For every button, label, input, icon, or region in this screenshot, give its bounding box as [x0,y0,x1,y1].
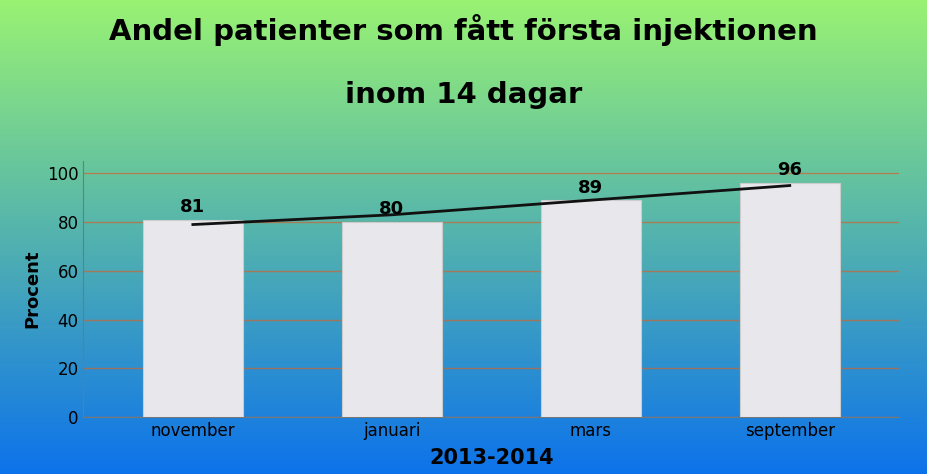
Bar [143,219,243,417]
Text: 81: 81 [180,198,206,216]
Y-axis label: Procent: Procent [23,250,42,328]
Text: 89: 89 [578,179,603,197]
Bar [740,183,840,417]
X-axis label: 2013-2014: 2013-2014 [429,448,553,468]
Bar [342,222,441,417]
Text: inom 14 dagar: inom 14 dagar [345,81,582,109]
Bar [541,200,641,417]
Text: Andel patienter som fått första injektionen: Andel patienter som fått första injektio… [109,14,818,46]
Text: 80: 80 [379,201,404,219]
Text: 96: 96 [777,162,802,180]
